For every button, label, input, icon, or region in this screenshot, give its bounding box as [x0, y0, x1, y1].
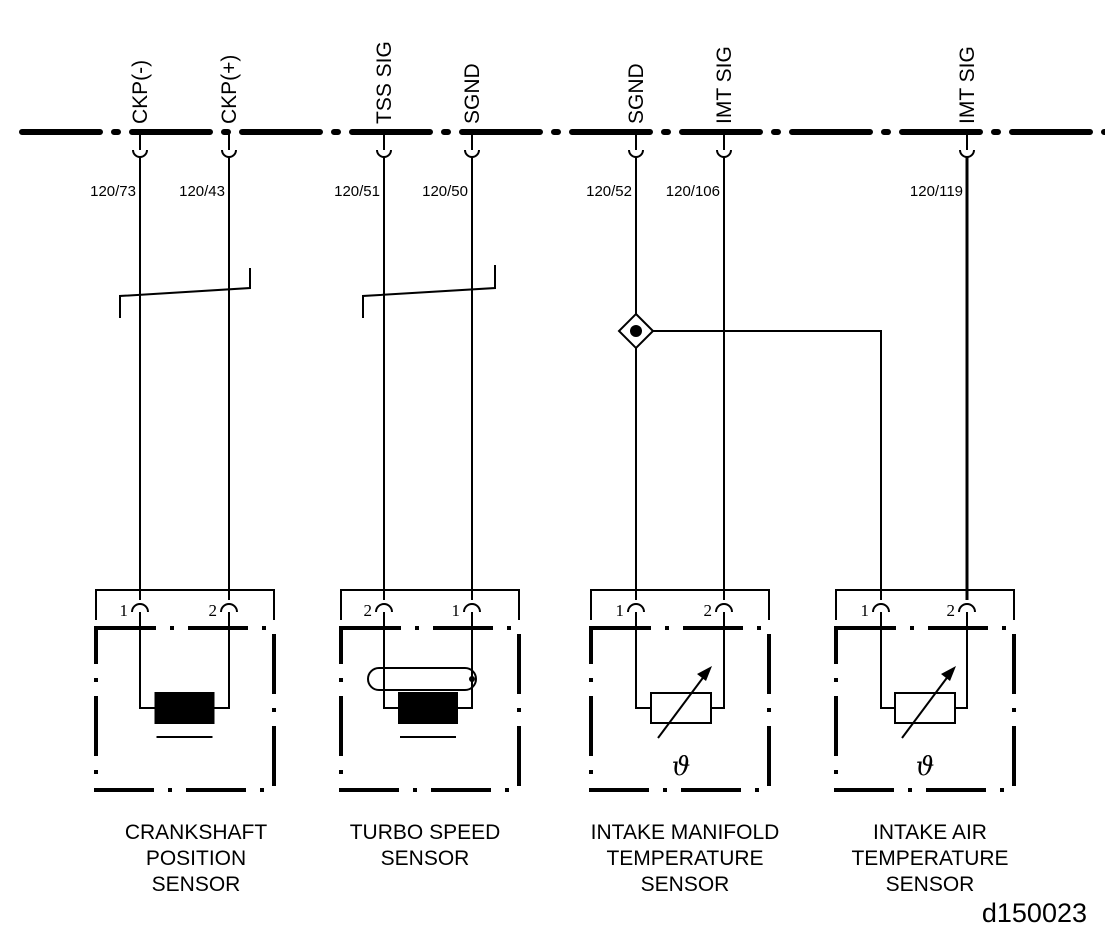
- sensor-name-line: INTAKE AIR: [873, 821, 987, 844]
- sensor-pin-number: 1: [120, 601, 129, 620]
- circuit-wire: SGND 120/50: [422, 63, 484, 600]
- ecm-pin-label: 120/52: [586, 183, 632, 200]
- circuit-wire: CKP(+) 120/43: [179, 55, 241, 600]
- signal-label: IMT SIG: [956, 46, 979, 124]
- ecm-pin-label: 120/51: [334, 183, 380, 200]
- sensor-pin-icon: [958, 603, 976, 613]
- sensor-2: 2 1 TURBO SPEED SENSOR: [339, 589, 521, 870]
- sensor-3: 1 2 ϑ INTAKE MANIFOLD TEMPERATURE SENSOR: [589, 589, 780, 896]
- circuit-wire: TSS SIG 120/51: [334, 41, 396, 600]
- wires: CKP(-) 120/73 CKP(+) 120/43 TSS SIG 120/51 SGN…: [90, 41, 979, 600]
- theta-symbol: ϑ: [672, 752, 691, 782]
- sensor-name-line: SENSOR: [381, 847, 470, 870]
- sensor-pin-number: 1: [616, 601, 625, 620]
- sensor-connector: [835, 589, 1015, 620]
- ecm-pin-label: 120/50: [422, 183, 468, 200]
- sensor-pin-icon: [715, 603, 733, 613]
- arrow-icon: [941, 666, 956, 681]
- circuit-wire: CKP(-) 120/73: [90, 60, 152, 600]
- signal-label: TSS SIG: [373, 41, 396, 124]
- sensor-pin-icon: [463, 603, 481, 613]
- sensors: 1 2 CRANKSHAFT POSITION SENSOR 2 1 TURBO SPEED S…: [94, 589, 1016, 896]
- sensor-housing: [589, 626, 771, 792]
- signal-label: IMT SIG: [713, 46, 736, 124]
- shields: [119, 265, 496, 318]
- sensor-housing: [94, 626, 276, 792]
- sensor-connector: [590, 589, 770, 620]
- ecm-pin-socket-icon: [132, 149, 148, 158]
- sensor-name-line: SENSOR: [641, 873, 730, 896]
- sensor-housing: [339, 626, 521, 792]
- theta-symbol: ϑ: [916, 752, 935, 782]
- ckp-shield: [119, 268, 251, 318]
- sensor-connector: [340, 589, 520, 620]
- ecm-pin-label: 120/119: [910, 183, 963, 200]
- signal-label: SGND: [625, 63, 648, 124]
- figure-id: d150023: [982, 898, 1087, 928]
- sensor-pin-icon: [872, 603, 890, 613]
- sensor-pin-number: 1: [861, 601, 870, 620]
- sensor-name-line: CRANKSHAFT: [125, 821, 268, 844]
- tss-shield: [362, 265, 496, 318]
- splice-wire: [652, 330, 882, 600]
- circuit-wire: IMT SIG 120/106: [666, 46, 736, 600]
- ecm-pin-socket-icon: [464, 149, 480, 158]
- coil-icon: [154, 692, 215, 724]
- sensor-pin-icon: [131, 603, 149, 613]
- signal-label: SGND: [461, 63, 484, 124]
- ecm-pin-socket-icon: [959, 149, 975, 158]
- sensor-pin-icon: [375, 603, 393, 613]
- ecm-pin-label: 120/106: [666, 183, 720, 200]
- sensor-pin-number: 2: [209, 601, 218, 620]
- sensor-name-line: INTAKE MANIFOLD: [591, 821, 780, 844]
- circuit-wire: IMT SIG 120/119: [910, 46, 979, 600]
- coil-icon: [398, 692, 458, 724]
- sensor-pin-number: 2: [364, 601, 373, 620]
- ecm-pin-socket-icon: [716, 149, 732, 158]
- ecm-pin-socket-icon: [376, 149, 392, 158]
- sensor-4: 1 2 ϑ INTAKE AIR TEMPERATURE SENSOR: [834, 589, 1016, 896]
- splice-dot: [630, 325, 642, 337]
- signal-label: CKP(-): [129, 60, 152, 124]
- magnet-pickup-icon: [367, 667, 477, 691]
- sensor-pin-icon: [627, 603, 645, 613]
- arrow-icon: [697, 666, 712, 681]
- sensor-name-line: TEMPERATURE: [606, 847, 763, 870]
- signal-label: CKP(+): [218, 55, 241, 124]
- splice: [617, 312, 882, 600]
- sensor-name-line: SENSOR: [152, 873, 241, 896]
- sensor-pin-icon: [220, 603, 238, 613]
- ecm-pin-label: 120/43: [179, 183, 225, 200]
- sensor-1: 1 2 CRANKSHAFT POSITION SENSOR: [94, 589, 276, 896]
- ecm-pin-label: 120/73: [90, 183, 136, 200]
- sensor-housing: [834, 626, 1016, 792]
- ecm-pin-socket-icon: [628, 149, 644, 158]
- sensor-name-line: TURBO SPEED: [350, 821, 501, 844]
- sensor-name-line: SENSOR: [886, 873, 975, 896]
- sensor-pin-number: 1: [452, 601, 461, 620]
- sensor-connector: [95, 589, 275, 620]
- ecm-pin-socket-icon: [221, 149, 237, 158]
- sensor-name-line: TEMPERATURE: [851, 847, 1008, 870]
- sensor-name-line: POSITION: [146, 847, 246, 870]
- sensor-pin-number: 2: [704, 601, 713, 620]
- sensor-pin-number: 2: [947, 601, 956, 620]
- circuit-wire: SGND 120/52: [586, 63, 648, 600]
